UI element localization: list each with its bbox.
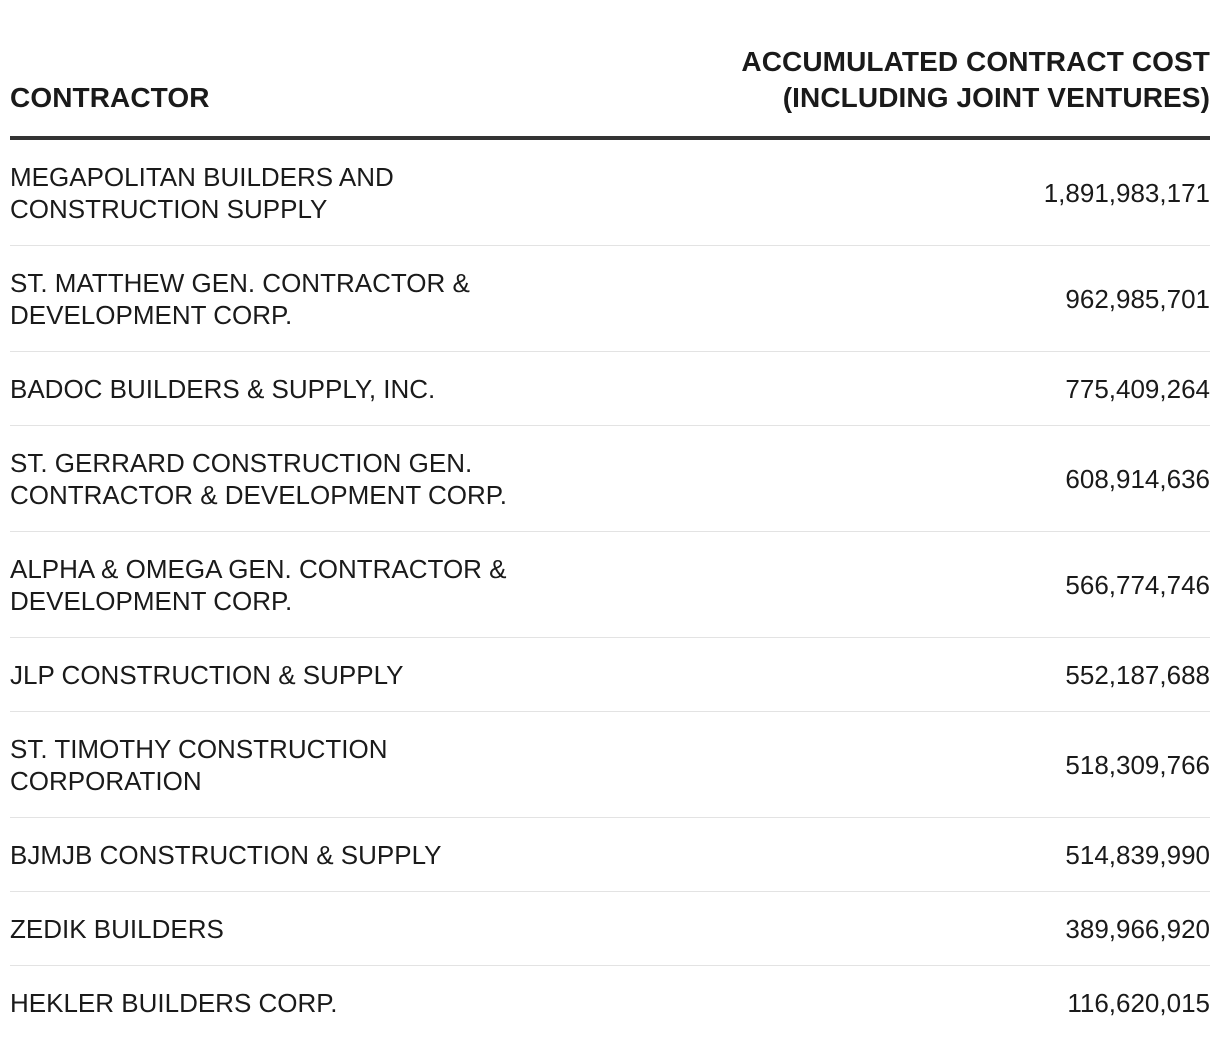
contractor-column-header: CONTRACTOR	[10, 44, 570, 140]
header-row: CONTRACTOR ACCUMULATED CONTRACT COST (IN…	[10, 44, 1210, 140]
cost-cell: 566,774,746	[570, 531, 1210, 638]
contractor-cell: MEGAPOLITAN BUILDERS AND CONSTRUCTION SU…	[10, 138, 570, 246]
cost-header-line-2: (INCLUDING JOINT VENTURES)	[782, 82, 1210, 113]
cost-cell: 1,891,983,171	[570, 138, 1210, 246]
contractor-name-line-2: CONTRACTOR & DEVELOPMENT CORP.	[10, 479, 507, 510]
table-row: MEGAPOLITAN BUILDERS AND CONSTRUCTION SU…	[10, 138, 1210, 246]
table-header: CONTRACTOR ACCUMULATED CONTRACT COST (IN…	[10, 44, 1210, 140]
contractor-name-line-2: DEVELOPMENT CORP.	[10, 585, 293, 616]
table-row: BADOC BUILDERS & SUPPLY, INC. 775,409,26…	[10, 351, 1210, 426]
contractor-name-line-2: CONSTRUCTION SUPPLY	[10, 193, 328, 224]
contractor-cell: ST. MATTHEW GEN. CONTRACTOR & DEVELOPMEN…	[10, 245, 570, 352]
table-body: MEGAPOLITAN BUILDERS AND CONSTRUCTION SU…	[10, 138, 1210, 1039]
contractor-name-line-1: HEKLER BUILDERS CORP.	[10, 987, 338, 1018]
contractor-cell: ZEDIK BUILDERS	[10, 891, 570, 966]
contractor-header-label: CONTRACTOR	[10, 82, 210, 113]
cost-header-line-1: ACCUMULATED CONTRACT COST	[741, 46, 1210, 77]
contractor-name-line-1: ST. GERRARD CONSTRUCTION GEN.	[10, 447, 473, 478]
cost-cell: 608,914,636	[570, 425, 1210, 532]
cost-cell: 514,839,990	[570, 817, 1210, 892]
contractor-cell: ST. TIMOTHY CONSTRUCTION CORPORATION	[10, 711, 570, 818]
contractor-cell: JLP CONSTRUCTION & SUPPLY	[10, 637, 570, 712]
table-row: ST. TIMOTHY CONSTRUCTION CORPORATION 518…	[10, 711, 1210, 818]
contractor-cost-table: CONTRACTOR ACCUMULATED CONTRACT COST (IN…	[10, 44, 1210, 1039]
table-row: JLP CONSTRUCTION & SUPPLY 552,187,688	[10, 637, 1210, 712]
cost-column-header: ACCUMULATED CONTRACT COST (INCLUDING JOI…	[570, 44, 1210, 140]
table-row: ST. MATTHEW GEN. CONTRACTOR & DEVELOPMEN…	[10, 245, 1210, 352]
contractor-cell: BJMJB CONSTRUCTION & SUPPLY	[10, 817, 570, 892]
table-row: ST. GERRARD CONSTRUCTION GEN. CONTRACTOR…	[10, 425, 1210, 532]
contractor-cell: ALPHA & OMEGA GEN. CONTRACTOR & DEVELOPM…	[10, 531, 570, 638]
contractor-name-line-1: MEGAPOLITAN BUILDERS AND	[10, 161, 394, 192]
cost-cell: 962,985,701	[570, 245, 1210, 352]
contractor-name-line-1: ZEDIK BUILDERS	[10, 913, 224, 944]
contractor-name-line-1: ST. MATTHEW GEN. CONTRACTOR &	[10, 267, 470, 298]
cost-cell: 389,966,920	[570, 891, 1210, 966]
contractor-cell: BADOC BUILDERS & SUPPLY, INC.	[10, 351, 570, 426]
contractor-table-container: CONTRACTOR ACCUMULATED CONTRACT COST (IN…	[10, 44, 1210, 1039]
table-row: ALPHA & OMEGA GEN. CONTRACTOR & DEVELOPM…	[10, 531, 1210, 638]
contractor-name-line-1: ALPHA & OMEGA GEN. CONTRACTOR &	[10, 553, 507, 584]
contractor-name-line-1: BJMJB CONSTRUCTION & SUPPLY	[10, 839, 442, 870]
contractor-cell: HEKLER BUILDERS CORP.	[10, 966, 570, 1040]
contractor-name-line-1: BADOC BUILDERS & SUPPLY, INC.	[10, 373, 436, 404]
contractor-name-line-1: ST. TIMOTHY CONSTRUCTION	[10, 733, 388, 764]
cost-cell: 116,620,015	[1067, 987, 1210, 1018]
table-row: ZEDIK BUILDERS 389,966,920	[10, 891, 1210, 966]
contractor-name-line-1: JLP CONSTRUCTION & SUPPLY	[10, 659, 404, 690]
table-row: BJMJB CONSTRUCTION & SUPPLY 514,839,990	[10, 817, 1210, 892]
contractor-name-line-2: CORPORATION	[10, 765, 202, 796]
cost-cell: 552,187,688	[570, 637, 1210, 712]
cost-cell: 775,409,264	[570, 351, 1210, 426]
cost-cell: 518,309,766	[570, 711, 1210, 818]
contractor-cell: ST. GERRARD CONSTRUCTION GEN. CONTRACTOR…	[10, 425, 570, 532]
contractor-name-line-2: DEVELOPMENT CORP.	[10, 299, 293, 330]
table-row: HEKLER BUILDERS CORP. 116,620,015	[10, 966, 1210, 1040]
